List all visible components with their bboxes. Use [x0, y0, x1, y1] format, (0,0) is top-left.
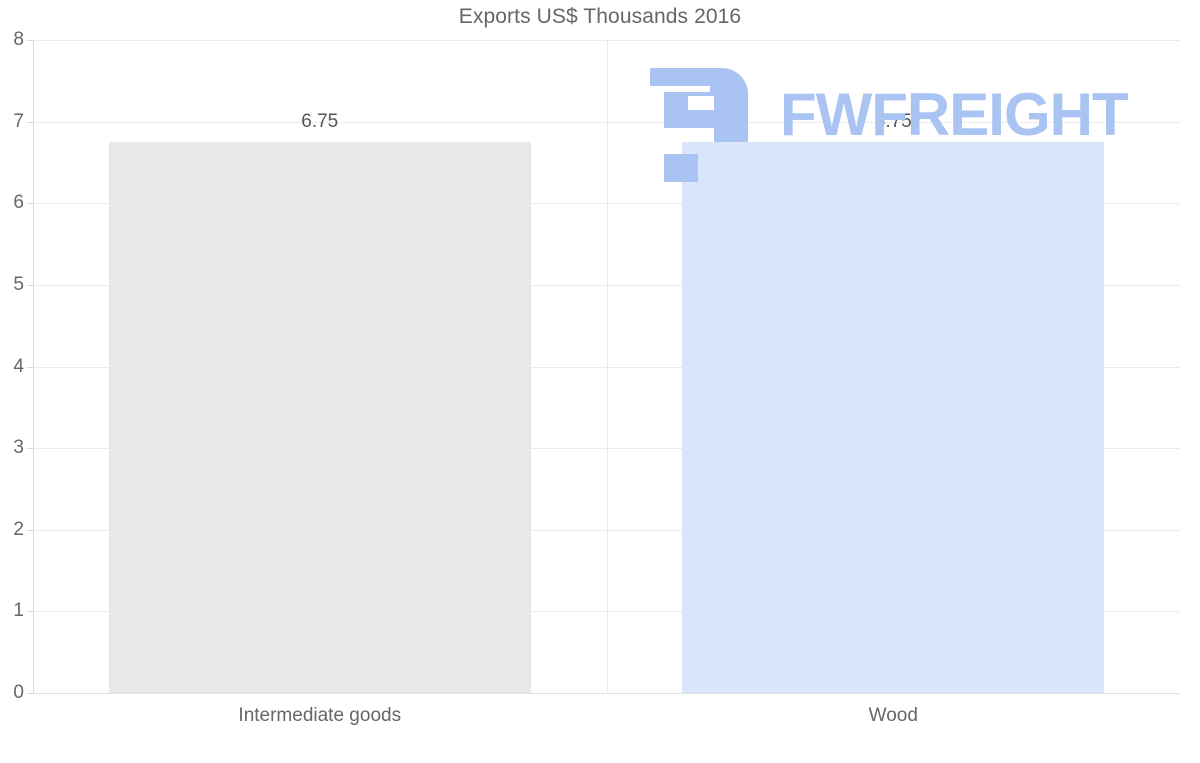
y-tick-label: 1: [13, 600, 24, 622]
bar-value-label: 6.75: [301, 111, 339, 133]
y-tick-mark: [27, 40, 33, 41]
bar[interactable]: [108, 142, 531, 693]
y-tick-mark: [27, 448, 33, 450]
gridline: [33, 693, 1180, 694]
y-tick-label: 0: [13, 682, 24, 703]
y-tick-mark: [27, 529, 33, 531]
y-tick-label: 2: [13, 518, 24, 540]
bar-value-label: 6.75: [874, 111, 912, 133]
x-tick-label: Intermediate goods: [238, 705, 402, 726]
x-tick-label: Wood: [868, 705, 918, 726]
vertical-gridline: [606, 40, 608, 693]
y-tick-mark: [27, 693, 33, 694]
y-tick-mark: [27, 203, 33, 205]
y-tick-label: 7: [13, 110, 24, 132]
y-tick-mark: [27, 284, 33, 286]
y-tick-label: 3: [13, 437, 24, 459]
y-tick-label: 5: [13, 273, 24, 295]
chart-title: Exports US$ Thousands 2016: [458, 5, 742, 28]
y-tick-mark: [27, 611, 33, 613]
y-tick-mark: [27, 366, 33, 368]
y-tick-label: 6: [13, 192, 24, 214]
y-tick-label: 4: [13, 355, 24, 377]
y-tick-label: 8: [13, 29, 24, 50]
plot-area: [33, 40, 1180, 694]
y-tick-mark: [27, 121, 33, 123]
bar[interactable]: [682, 142, 1104, 693]
